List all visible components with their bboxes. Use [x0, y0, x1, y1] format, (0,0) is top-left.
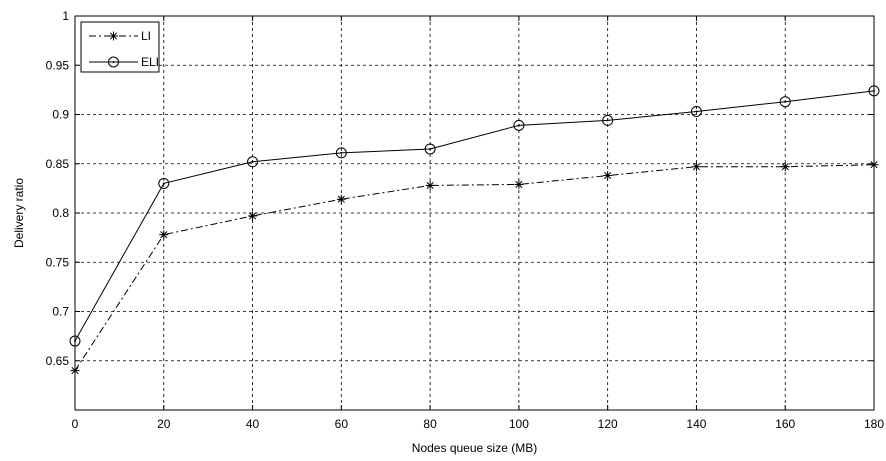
y-tick-label: 0.75	[46, 255, 70, 269]
series-layer	[69, 85, 880, 376]
legend-box	[80, 21, 160, 73]
y-tick-label: 0.9	[52, 108, 69, 122]
series-eli	[69, 85, 880, 347]
data-point-eli	[158, 177, 170, 189]
data-point-eli	[424, 143, 436, 155]
data-point-eli	[513, 119, 525, 131]
data-point-eli	[247, 156, 259, 168]
legend-sample-eli	[89, 56, 138, 68]
y-tick-label: 1	[62, 9, 69, 23]
data-point-li	[869, 160, 879, 170]
data-point-eli	[690, 106, 702, 118]
x-tick-label: 120	[598, 417, 618, 431]
series-li	[70, 160, 879, 376]
data-point-li	[425, 180, 435, 190]
y-tick-label: 0.65	[46, 354, 70, 368]
data-point-li	[780, 162, 790, 172]
legend-marker	[108, 56, 119, 68]
data-point-eli	[779, 96, 791, 108]
legend-label-eli: ELI	[141, 55, 159, 69]
legend-sample-li	[89, 31, 138, 41]
x-axis-label: Nodes queue size (MB)	[412, 441, 537, 455]
grid	[75, 16, 874, 410]
data-point-li	[336, 194, 346, 204]
legend-marker	[109, 31, 118, 41]
tick-marks	[74, 15, 875, 410]
x-tick-label: 0	[72, 417, 79, 431]
data-point-li	[691, 162, 701, 172]
tick-labels: 0 20 40 60 80 100 120 140 160 180 0.65 0.7 0.75 0.8 0.…	[46, 9, 885, 431]
y-tick-label: 0.7	[52, 305, 69, 319]
x-tick-label: 100	[509, 417, 529, 431]
data-point-li	[159, 230, 169, 240]
data-point-li	[248, 211, 258, 221]
x-tick-label: 80	[423, 417, 437, 431]
x-tick-label: 180	[864, 417, 884, 431]
series-line-li	[74, 164, 875, 371]
data-point-eli	[602, 114, 614, 126]
y-tick-label: 0.8	[52, 206, 69, 220]
data-point-eli	[868, 85, 880, 97]
x-tick-label: 60	[335, 417, 349, 431]
data-point-eli	[335, 147, 347, 159]
legend-label-li: LI	[141, 29, 151, 43]
x-tick-label: 40	[246, 417, 260, 431]
y-tick-label: 0.95	[46, 58, 70, 72]
x-tick-label: 160	[775, 417, 795, 431]
data-point-eli	[69, 335, 81, 347]
data-point-li	[70, 366, 80, 376]
x-tick-label: 20	[157, 417, 171, 431]
y-tick-label: 0.85	[46, 157, 70, 171]
y-axis-label: Delivery ratio	[12, 178, 26, 248]
series-line-eli	[74, 90, 875, 342]
data-point-li	[514, 179, 524, 189]
data-point-li	[603, 171, 613, 181]
legend: LI ELI	[80, 21, 160, 73]
x-tick-label: 140	[686, 417, 706, 431]
